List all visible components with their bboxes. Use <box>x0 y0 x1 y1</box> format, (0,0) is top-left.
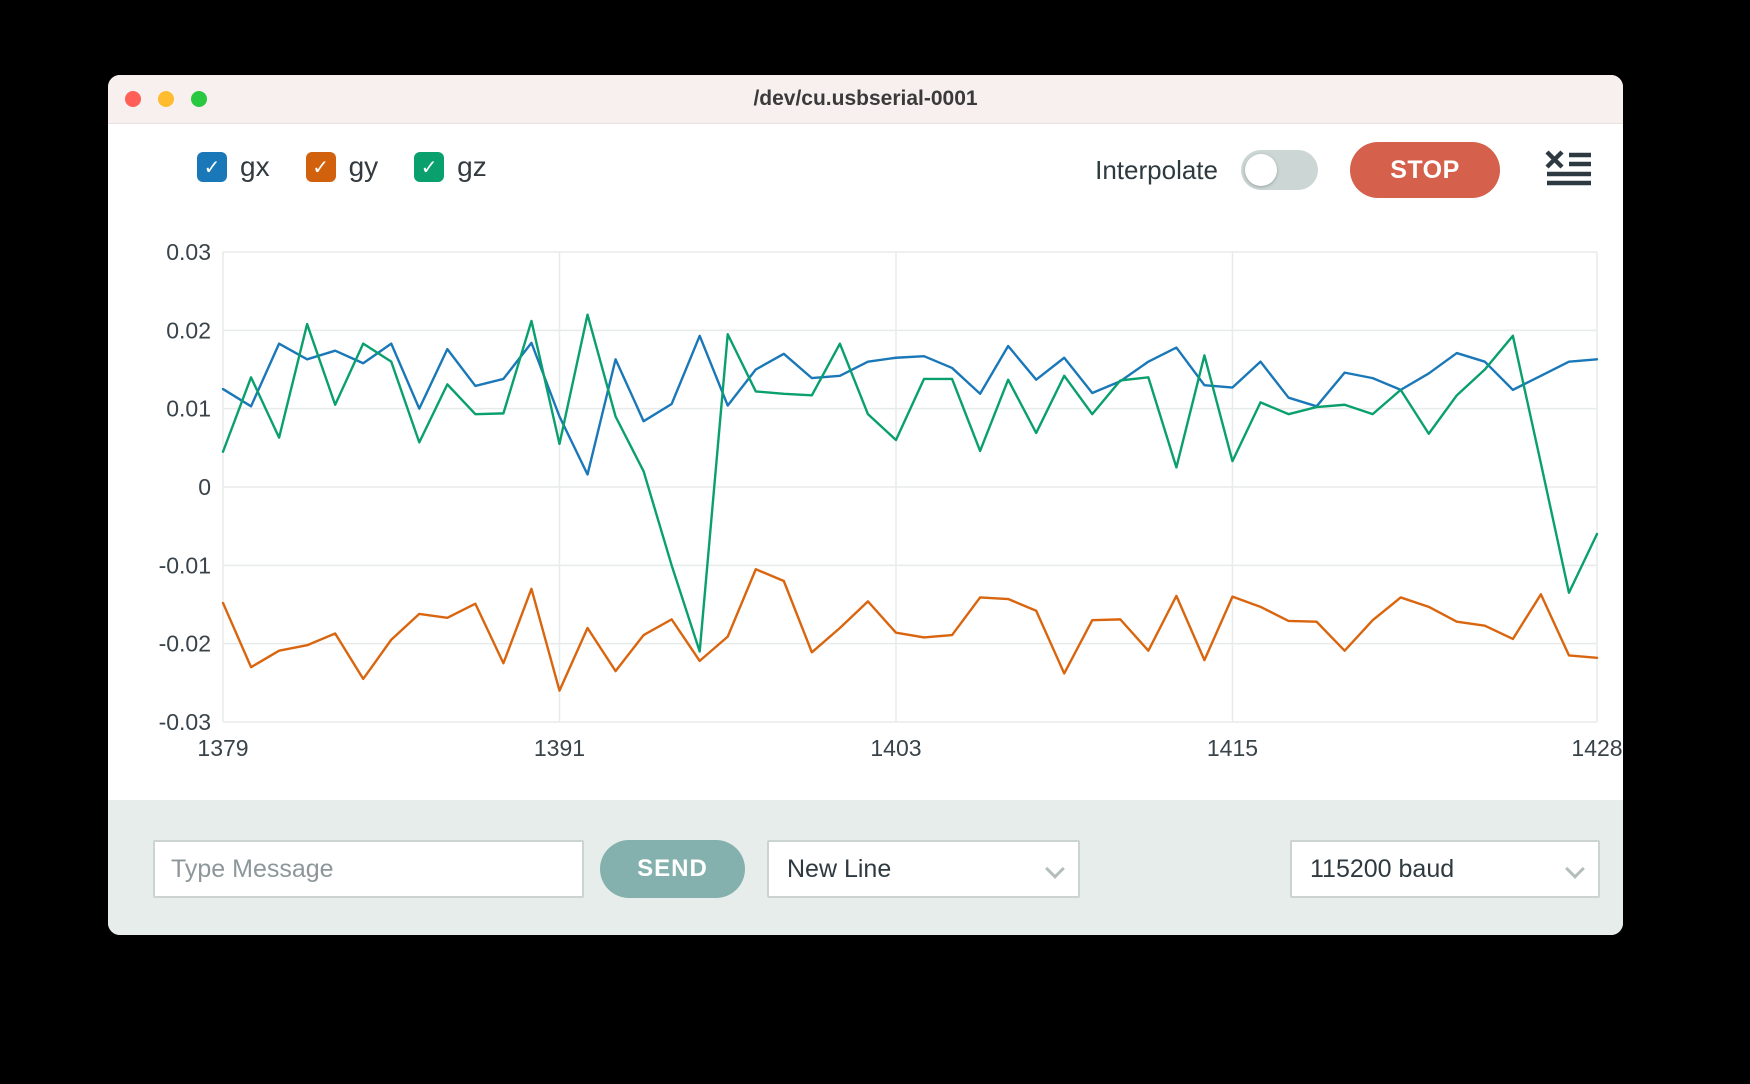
svg-text:-0.02: -0.02 <box>159 631 211 657</box>
chevron-down-icon <box>1045 859 1065 879</box>
interpolate-toggle[interactable] <box>1241 150 1318 190</box>
check-icon: ✓ <box>420 155 438 179</box>
line-ending-value: New Line <box>787 855 892 883</box>
legend-item-gx: ✓ gx <box>197 151 270 183</box>
svg-text:0: 0 <box>198 474 211 500</box>
titlebar: /dev/cu.usbserial-0001 <box>108 75 1623 124</box>
zoom-button[interactable] <box>191 91 207 107</box>
toggle-knob <box>1245 154 1277 186</box>
stop-button[interactable]: STOP <box>1350 142 1500 198</box>
chevron-down-icon <box>1565 859 1585 879</box>
baud-rate-value: 115200 baud <box>1310 855 1455 883</box>
svg-text:-0.03: -0.03 <box>159 709 211 735</box>
clear-list-icon <box>1545 150 1591 186</box>
svg-text:0.03: 0.03 <box>166 239 211 265</box>
gy-checkbox[interactable]: ✓ <box>305 152 336 182</box>
svg-text:-0.01: -0.01 <box>159 552 211 578</box>
app-window: /dev/cu.usbserial-0001 ✓ gx ✓ gy ✓ gz In… <box>108 75 1623 935</box>
svg-text:1403: 1403 <box>870 735 921 761</box>
message-input[interactable] <box>153 840 584 898</box>
check-icon: ✓ <box>312 155 329 179</box>
gx-label: gx <box>240 151 270 182</box>
line-ending-select[interactable]: New Line <box>767 840 1080 898</box>
legend-item-gz: ✓ gz <box>414 151 487 183</box>
legend-item-gy: ✓ gy <box>305 151 379 183</box>
gz-label: gz <box>457 151 487 182</box>
gz-checkbox[interactable]: ✓ <box>414 152 445 182</box>
close-button[interactable] <box>125 91 141 107</box>
gx-checkbox[interactable]: ✓ <box>197 152 227 182</box>
traffic-lights <box>125 91 207 107</box>
minimize-button[interactable] <box>158 91 174 107</box>
check-icon: ✓ <box>203 155 221 179</box>
send-button[interactable]: SEND <box>600 840 745 898</box>
top-right-controls: Interpolate STOP <box>1095 137 1593 203</box>
interpolate-label: Interpolate <box>1095 154 1218 185</box>
window-title: /dev/cu.usbserial-0001 <box>753 87 978 110</box>
baud-rate-select[interactable]: 115200 baud <box>1290 840 1600 898</box>
svg-text:1428: 1428 <box>1571 735 1622 761</box>
svg-text:0.01: 0.01 <box>166 396 211 422</box>
svg-text:1391: 1391 <box>534 735 585 761</box>
bottom-bar: SEND New Line 115200 baud <box>108 800 1623 935</box>
svg-text:1379: 1379 <box>197 735 248 761</box>
svg-text:1415: 1415 <box>1207 735 1258 761</box>
svg-text:0.02: 0.02 <box>166 317 211 343</box>
series-legend: ✓ gx ✓ gy ✓ gz <box>197 151 487 183</box>
gy-label: gy <box>348 151 379 182</box>
clear-plot-button[interactable] <box>1545 150 1593 190</box>
